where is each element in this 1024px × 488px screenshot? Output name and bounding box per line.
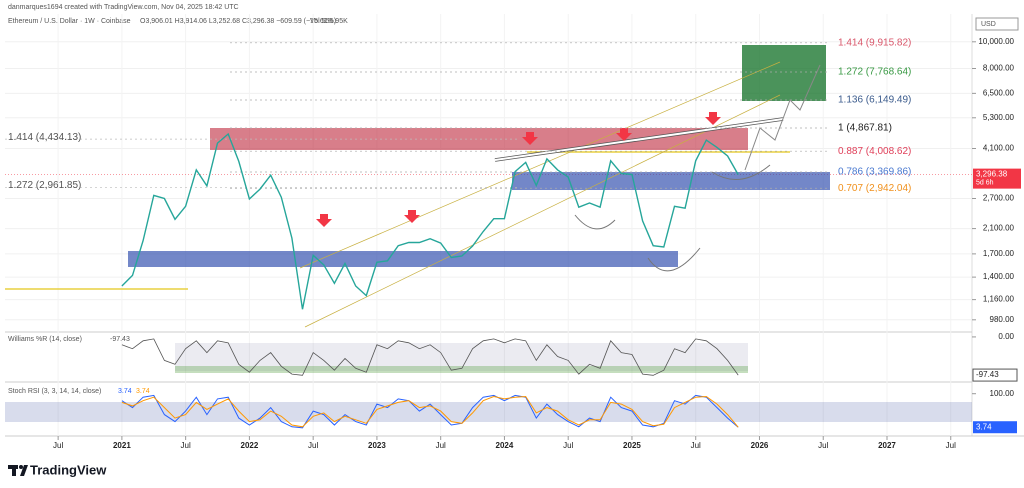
volume: Vol 555.95K	[310, 18, 348, 25]
fib-label: 1 (4,867.81)	[838, 123, 892, 134]
channel-line	[304, 94, 781, 328]
y-tick-label: 1,700.00	[983, 249, 1015, 258]
x-tick-label: Jul	[563, 441, 573, 450]
x-tick-label: Jul	[818, 441, 828, 450]
x-tick-label: 2021	[113, 441, 131, 450]
arc	[574, 214, 616, 230]
fib-label: 1.414 (4,434.13)	[8, 132, 81, 143]
logo-part	[12, 465, 16, 476]
projection-path	[744, 64, 821, 171]
target-zone	[742, 45, 826, 101]
band	[175, 366, 748, 373]
series-line	[121, 338, 739, 376]
indicator-title: Stoch RSI (3, 3, 14, 14, close)	[8, 388, 101, 395]
brand: TradingView	[30, 462, 107, 477]
support-zone	[512, 172, 830, 190]
y-tick-label: 1,400.00	[983, 272, 1015, 281]
arrow	[404, 210, 420, 223]
y-tick-label: 4,100.00	[983, 144, 1015, 153]
x-tick-label: Jul	[691, 441, 701, 450]
value-box	[973, 421, 1017, 434]
x-tick-label: 2026	[751, 441, 769, 450]
x-tick-label: 2027	[878, 441, 896, 450]
channel-line	[299, 61, 781, 269]
series-line	[121, 395, 739, 428]
y-tick-label: 0.00	[998, 332, 1014, 341]
band	[5, 402, 972, 422]
arc	[647, 247, 701, 272]
x-tick-label: 2025	[623, 441, 641, 450]
value-label: 3.74	[976, 422, 992, 431]
y-tick-label: 100.00	[990, 389, 1015, 398]
y-tick-label: 8,000.00	[983, 64, 1015, 73]
y-tick-label: 2,700.00	[983, 194, 1015, 203]
arrow	[522, 132, 538, 145]
support-zone	[128, 251, 678, 267]
arc	[711, 164, 771, 181]
fib-label: 1.136 (6,149.49)	[838, 95, 911, 106]
indicator-title: Williams %R (14, close)	[8, 336, 82, 343]
arrows	[316, 112, 721, 227]
indicator-value: 3.74	[118, 388, 132, 395]
countdown: 5d 6h	[976, 179, 994, 186]
y-tick-label: 5,300.00	[983, 113, 1015, 122]
y-tick-label: 6,500.00	[983, 88, 1015, 97]
indicator-value: -97.43	[110, 336, 130, 343]
y-tick-label: 1,160.00	[983, 295, 1015, 304]
price-label: 3,296.38	[976, 170, 1008, 179]
x-tick-label: 2024	[496, 441, 514, 450]
y-tick-label: 10,000.00	[978, 37, 1014, 46]
y-tick-label: 980.00	[990, 315, 1015, 324]
arrow	[705, 112, 721, 125]
x-tick-label: Jul	[308, 441, 318, 450]
x-tick-label: Jul	[436, 441, 446, 450]
logo-part	[20, 465, 28, 476]
series-line	[121, 394, 739, 429]
price-box	[973, 168, 1021, 189]
x-tick-label: Jul	[53, 441, 63, 450]
currency: USD	[981, 21, 996, 28]
band	[175, 343, 748, 371]
brand-logo	[8, 465, 28, 476]
author-line: danmarques1694 created with TradingView.…	[8, 4, 239, 11]
y-tick-label: 2,100.00	[983, 224, 1015, 233]
fib-label: 1.272 (7,768.64)	[838, 67, 911, 78]
fib-label: 1.272 (2,961.85)	[8, 180, 81, 191]
fib-label: 1.414 (9,915.82)	[838, 37, 911, 48]
value-label: -97.43	[976, 370, 999, 379]
ohlc: O3,906.01 H3,914.06 L3,252.68 C3,296.38 …	[140, 18, 336, 25]
arrow	[616, 128, 632, 141]
fib-label: 0.707 (2,942.04)	[838, 183, 911, 194]
x-tick-label: Jul	[181, 441, 191, 450]
indicator-value: 3.74	[136, 388, 150, 395]
fib-label: 0.786 (3,369.86)	[838, 167, 911, 178]
currency-box[interactable]	[975, 17, 1019, 31]
x-tick-label: Jul	[946, 441, 956, 450]
x-tick-label: 2022	[241, 441, 259, 450]
trendline	[494, 118, 784, 161]
symbol: Ethereum / U.S. Dollar · 1W · Coinbase	[8, 18, 131, 25]
series-line	[121, 132, 739, 310]
logo-part	[19, 465, 23, 469]
value-box	[972, 368, 1018, 382]
arrow	[316, 214, 332, 227]
fib-label: 0.887 (4,008.62)	[838, 146, 911, 157]
x-tick-label: 2023	[368, 441, 386, 450]
